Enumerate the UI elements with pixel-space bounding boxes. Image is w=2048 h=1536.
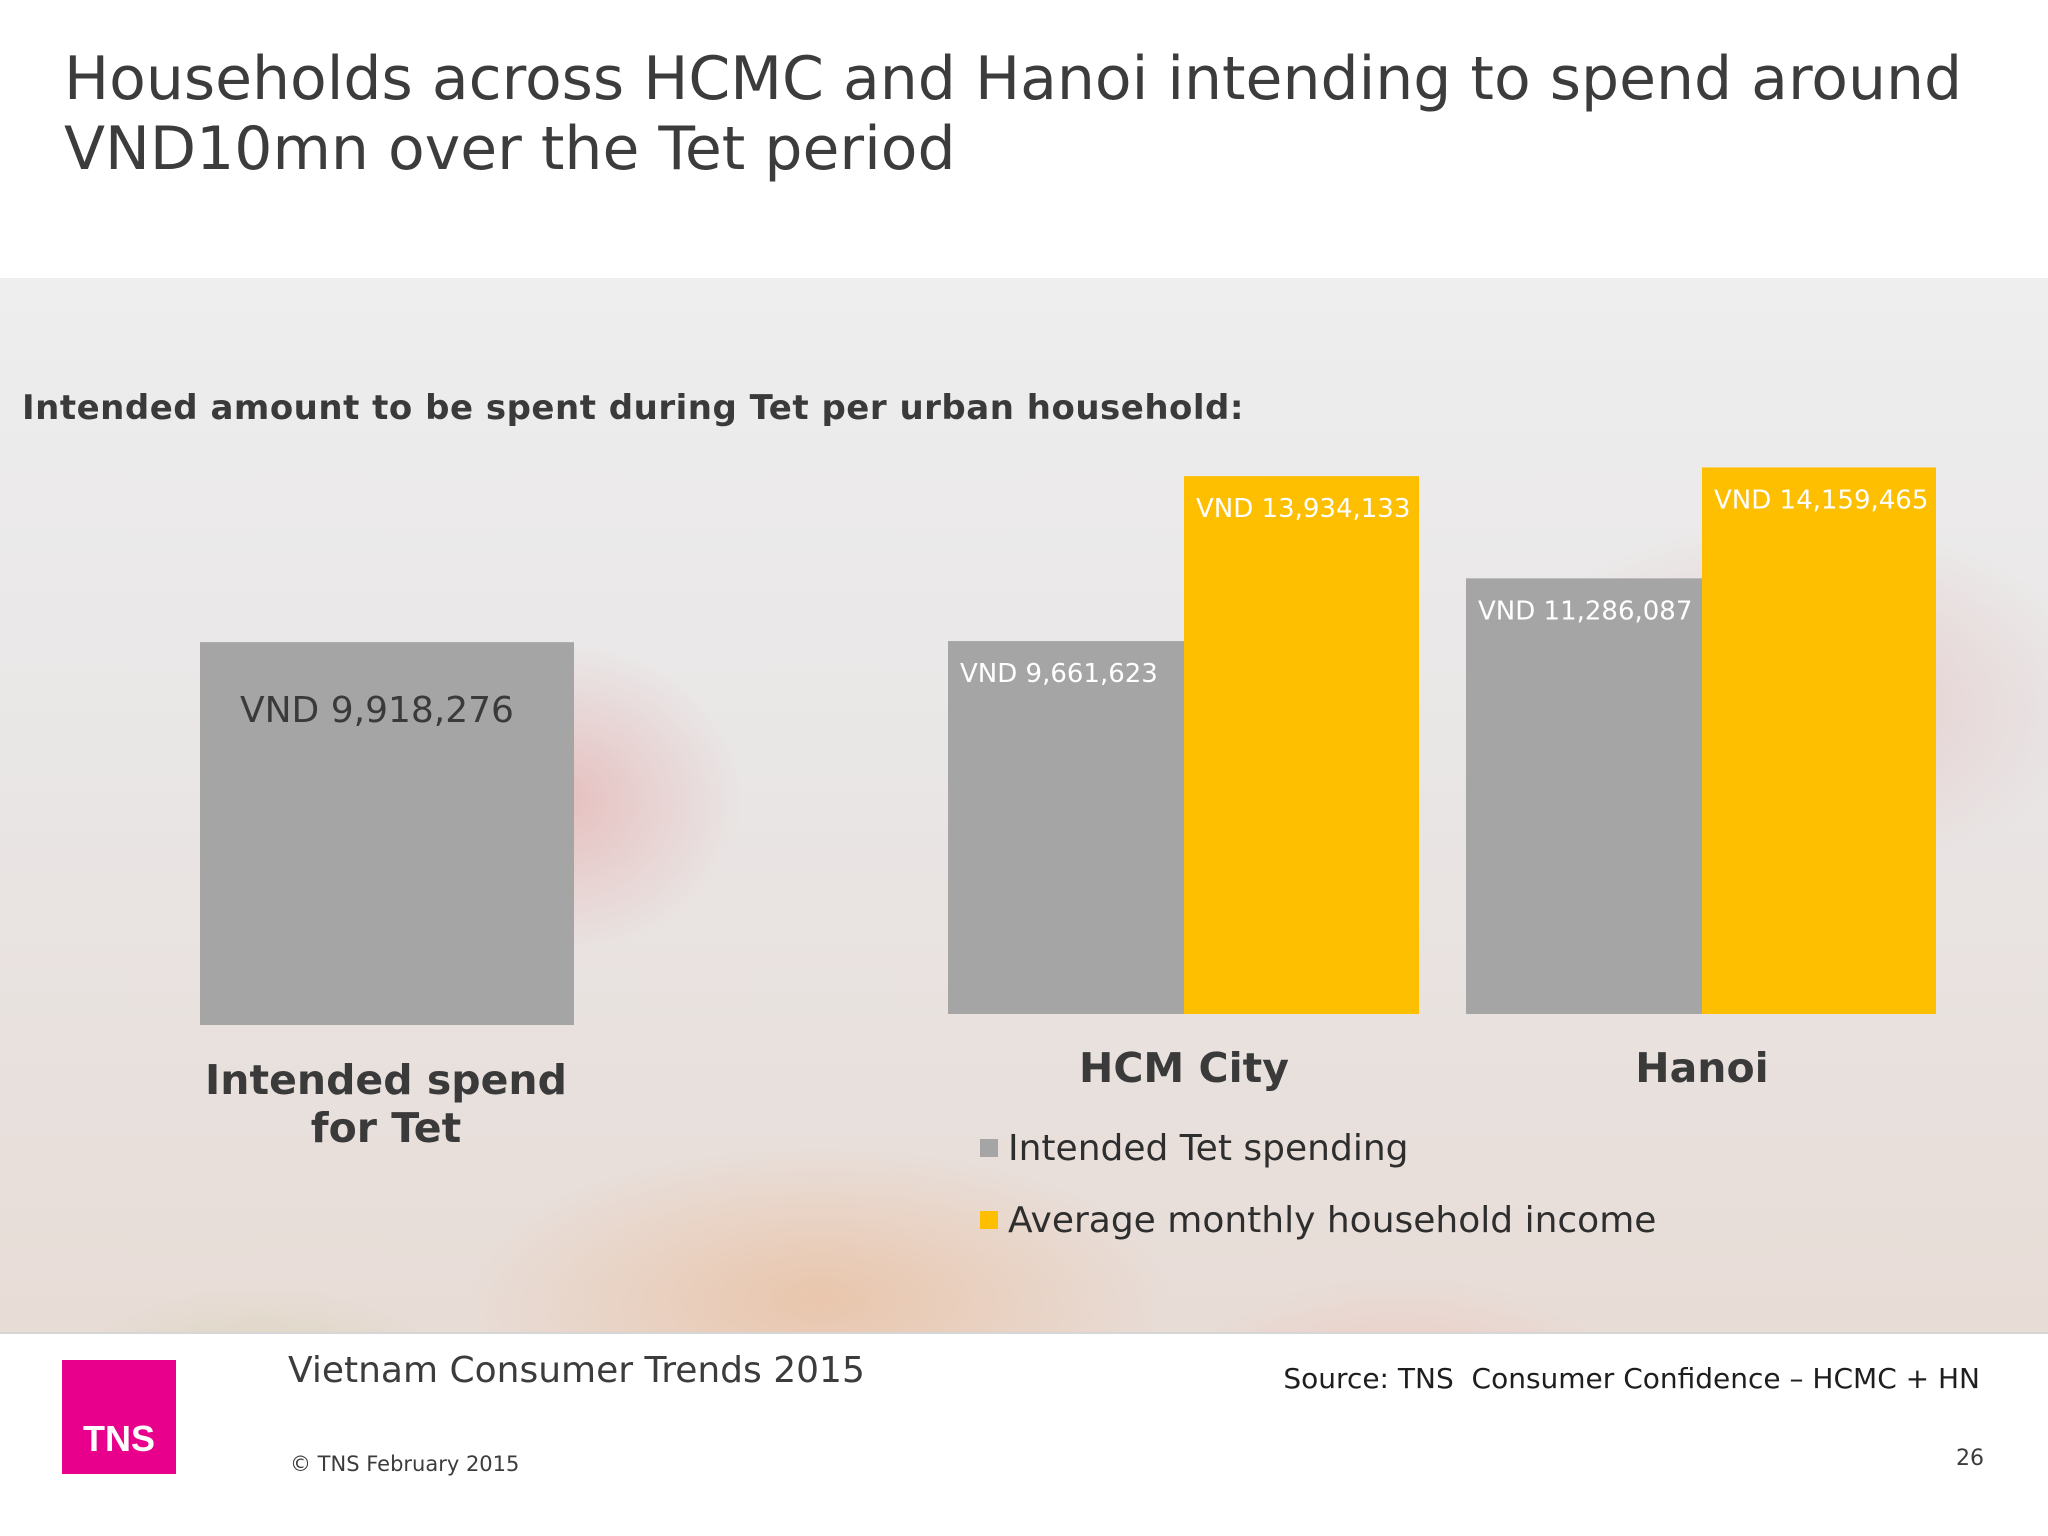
bar-intended-spend-for-tet-spend [200,642,574,1025]
category-label: HCM City [1079,1044,1289,1092]
legend-label: Intended Tet spending [1008,1127,1409,1169]
legend-item-household-income: Average monthly household income [980,1184,1656,1256]
footer-report-title: Vietnam Consumer Trends 2015 [288,1350,865,1391]
page-number: 26 [1956,1446,1984,1471]
footer-source: Source: TNS Consumer Confidence – HCMC +… [1283,1362,1980,1395]
legend-swatch-gray [980,1139,998,1157]
chart-legend: Intended Tet spending Average monthly ho… [980,1112,1656,1256]
footer-copyright: © TNS February 2015 [290,1452,520,1476]
slide-title-line-1: Households across HCMC and Hanoi intendi… [64,44,1963,114]
data-label: VND 9,918,276 [240,690,514,731]
bar-hanoi-income [1702,467,1936,1014]
data-label: VND 11,286,087 [1478,596,1692,626]
legend-item-intended-spending: Intended Tet spending [980,1112,1656,1184]
bar-hcm-city-income [1184,476,1419,1014]
footer-divider [0,1332,2048,1334]
data-label: VND 14,159,465 [1714,485,1928,515]
chart-subtitle: Intended amount to be spent during Tet p… [22,388,1244,428]
category-label: Hanoi [1635,1044,1768,1092]
data-label: VND 13,934,133 [1196,494,1410,524]
tns-logo: TNS [62,1360,176,1474]
category-label: Intended spend [205,1056,567,1104]
legend-label: Average monthly household income [1008,1199,1657,1241]
slide-title: Households across HCMC and Hanoi intendi… [64,44,1964,184]
bar-hcm-city-spend [948,641,1184,1014]
bar-hanoi-spend [1466,578,1702,1014]
category-label: for Tet [311,1104,461,1152]
data-label: VND 9,661,623 [960,659,1158,689]
slide-title-line-2: VND10mn over the Tet period [64,114,956,184]
legend-swatch-yellow [980,1211,998,1229]
